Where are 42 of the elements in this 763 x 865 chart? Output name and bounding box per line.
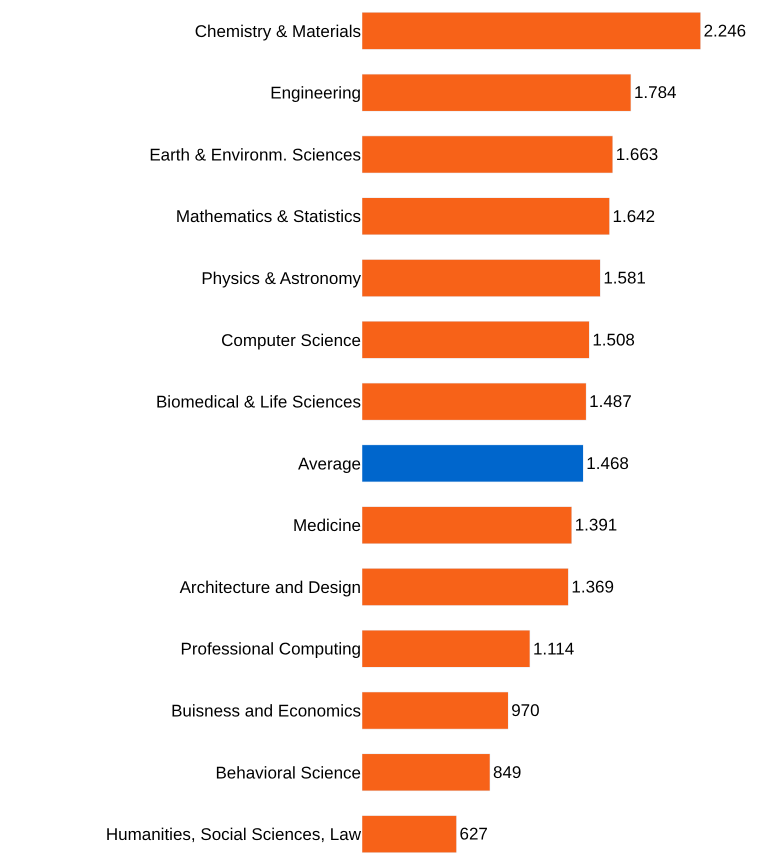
data-label: 970 [511, 701, 540, 720]
data-label: 1.581 [603, 268, 646, 288]
data-label: 849 [492, 762, 522, 782]
data-label: 1.114 [532, 639, 574, 658]
y-tick-label: Average [298, 454, 361, 474]
y-tick-label: Buisness and Economics [171, 701, 361, 720]
bar [362, 568, 569, 606]
y-tick-label: Chemistry & Materials [194, 22, 361, 41]
y-tick-label: Engineering [270, 84, 361, 103]
bar [362, 754, 490, 792]
y-tick-label: Biomedical & Life Sciences [156, 392, 361, 412]
y-tick-label: Mathematics & Statistics [176, 207, 361, 226]
y-tick-label: Medicine [292, 516, 361, 536]
y-tick-label: Earth & Environm. Sciences [149, 145, 361, 164]
bar [362, 692, 508, 730]
bar [362, 815, 457, 853]
data-label: 1.642 [612, 206, 656, 226]
data-label: 627 [460, 824, 488, 844]
data-label: 1.391 [574, 516, 618, 535]
bar [362, 74, 632, 112]
data-label: 1.487 [589, 392, 632, 412]
data-label: 1.508 [592, 330, 635, 350]
bar [362, 12, 701, 50]
bar [362, 321, 590, 359]
data-label: 1.663 [616, 144, 658, 164]
y-tick-label: Physics & Astronomy [201, 268, 362, 288]
data-label: 2.246 [704, 21, 746, 40]
bar [362, 197, 610, 236]
y-tick-label: Humanities, Social Sciences, Law [106, 825, 362, 844]
bar [362, 506, 572, 544]
bar [362, 382, 586, 420]
data-label: 1.784 [634, 83, 676, 102]
bar [362, 444, 584, 482]
data-label: 1.468 [586, 454, 629, 473]
bar [362, 630, 530, 668]
y-tick-label: Architecture and Design [180, 578, 361, 597]
y-tick-label: Professional Computing [180, 640, 361, 659]
data-label: 1.369 [571, 577, 614, 596]
bar [362, 136, 613, 174]
bar [362, 259, 601, 297]
y-tick-label: Computer Science [221, 330, 361, 350]
y-tick-label: Behavioral Science [215, 763, 361, 782]
